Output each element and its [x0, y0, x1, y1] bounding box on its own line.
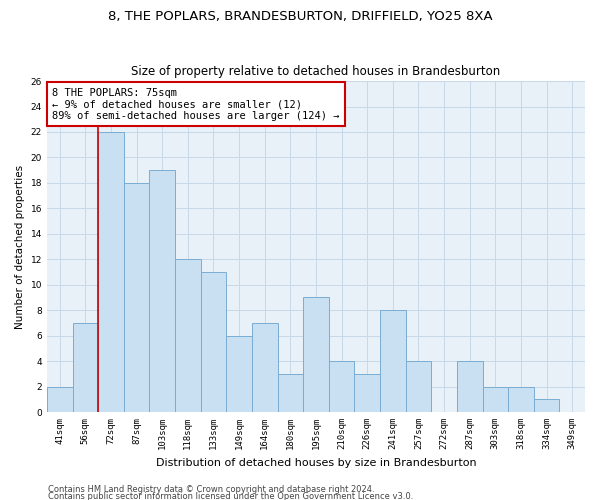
- Y-axis label: Number of detached properties: Number of detached properties: [15, 164, 25, 328]
- Bar: [124, 183, 149, 412]
- Bar: [534, 400, 559, 412]
- Bar: [508, 386, 534, 412]
- Bar: [149, 170, 175, 412]
- Bar: [73, 323, 98, 412]
- Bar: [329, 361, 355, 412]
- Title: Size of property relative to detached houses in Brandesburton: Size of property relative to detached ho…: [131, 66, 500, 78]
- Text: Contains public sector information licensed under the Open Government Licence v3: Contains public sector information licen…: [48, 492, 413, 500]
- Bar: [252, 323, 278, 412]
- Text: 8, THE POPLARS, BRANDESBURTON, DRIFFIELD, YO25 8XA: 8, THE POPLARS, BRANDESBURTON, DRIFFIELD…: [107, 10, 493, 23]
- Bar: [98, 132, 124, 412]
- Text: Contains HM Land Registry data © Crown copyright and database right 2024.: Contains HM Land Registry data © Crown c…: [48, 486, 374, 494]
- Bar: [226, 336, 252, 412]
- Bar: [482, 386, 508, 412]
- Bar: [380, 310, 406, 412]
- Bar: [175, 260, 200, 412]
- X-axis label: Distribution of detached houses by size in Brandesburton: Distribution of detached houses by size …: [155, 458, 476, 468]
- Text: 8 THE POPLARS: 75sqm
← 9% of detached houses are smaller (12)
89% of semi-detach: 8 THE POPLARS: 75sqm ← 9% of detached ho…: [52, 88, 340, 121]
- Bar: [406, 361, 431, 412]
- Bar: [303, 298, 329, 412]
- Bar: [457, 361, 482, 412]
- Bar: [200, 272, 226, 412]
- Bar: [355, 374, 380, 412]
- Bar: [47, 386, 73, 412]
- Bar: [278, 374, 303, 412]
